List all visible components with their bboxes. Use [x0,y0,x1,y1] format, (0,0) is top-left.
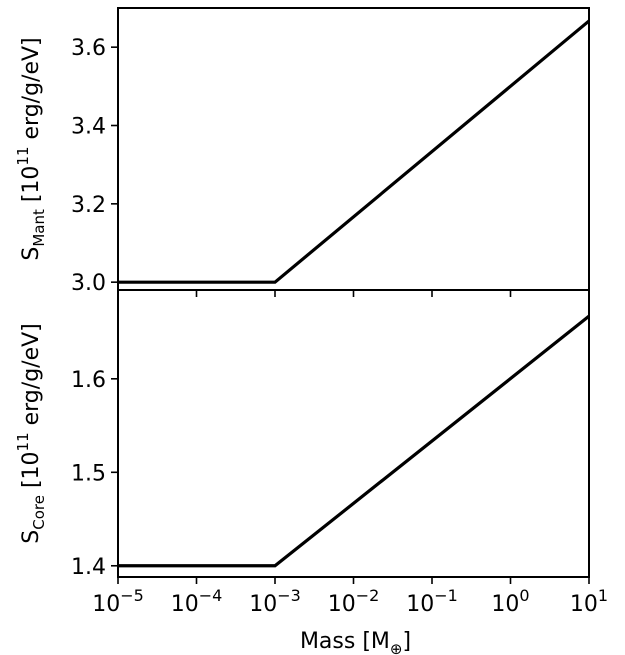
y-tick-label: 3.4 [71,115,106,140]
panel-mantle: 3.0 3.2 3.4 3.6 SMant [1011 erg/g/eV] [14,7,591,297]
y-axis-title: SMant [1011 erg/g/eV] [14,37,48,260]
x-axis-title: Mass [M⊕] [300,629,411,655]
series-line [118,19,591,284]
x-tick-label: 10−5 [92,586,144,617]
y-axis-title: SCore [1011 erg/g/eV] [14,323,48,543]
plot-frame [117,7,590,291]
y-tick-label: 3.0 [71,271,106,296]
x-tick-label: 101 [570,586,608,617]
y-tick-label: 1.6 [71,368,106,393]
x-tick-label: 10−4 [171,586,223,617]
y-tick-label: 1.4 [71,555,106,580]
y-tick-label: 1.5 [71,461,106,486]
y-tick-label: 3.2 [71,193,106,218]
x-tick-label: 10−1 [406,586,458,617]
x-tick-label: 10−3 [249,586,301,617]
panel-core: 1.4 1.5 1.6 10−5 10−4 10−3 10−2 10−1 100 101 SCore… [14,289,608,655]
x-tick-label: 10−2 [328,586,380,617]
x-tick-label: 100 [491,586,529,617]
plot-frame [117,289,590,578]
y-tick-label: 3.6 [71,36,106,61]
series-line [118,314,590,568]
